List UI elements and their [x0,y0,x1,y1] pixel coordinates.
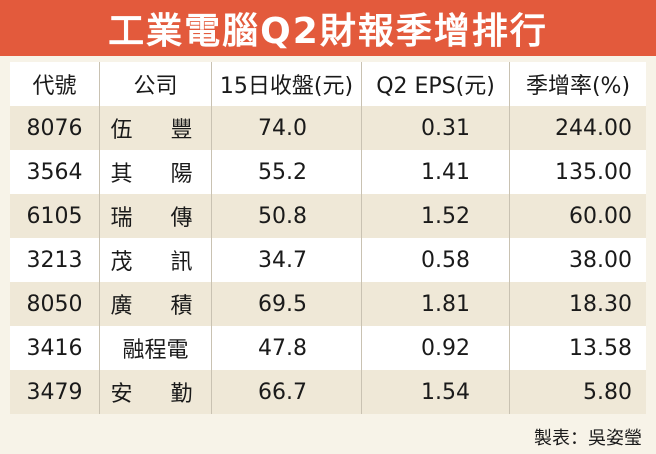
eps-cell: 1.52 [362,194,510,238]
qoq-cell: 244.00 [555,115,632,141]
title-bar: 工業電腦Q2財報季增排行 [0,0,656,56]
header-qoq: 季增率(%) [525,74,631,99]
table-row: 8050 廣 積 69.5 1.81 18.30 [10,282,646,326]
table-row: 8076 伍 豐 74.0 0.31 244.00 [10,106,646,150]
header-eps: Q2 EPS(元) [362,62,510,106]
code-cell: 3416 [10,326,100,370]
qoq-cell: 38.00 [569,247,632,273]
code-cell: 3213 [10,238,100,282]
qoq-cell: 5.80 [583,379,632,405]
qoq-cell: 18.30 [569,291,632,317]
header-close: 15日收盤(元) [212,62,362,106]
close-cell: 74.0 [212,106,362,150]
company-cell: 安 勤 [100,370,212,414]
company-cell: 茂 訊 [100,238,212,282]
close-cell: 55.2 [212,150,362,194]
company-cell: 伍 豐 [100,106,212,150]
eps-cell: 1.41 [362,150,510,194]
header-code: 代號 [10,62,100,106]
table-row: 3479 安 勤 66.7 1.54 5.80 [10,370,646,414]
code-cell: 8076 [10,106,100,150]
eps-cell: 0.31 [362,106,510,150]
close-cell: 66.7 [212,370,362,414]
eps-cell: 0.92 [362,326,510,370]
company-cell: 廣 積 [100,282,212,326]
code-cell: 8050 [10,282,100,326]
chart-title: 工業電腦Q2財報季增排行 [108,11,548,52]
eps-cell: 0.58 [362,238,510,282]
table-body: 8076 伍 豐 74.0 0.31 244.00 3564 其 陽 55.2 1.41 135.… [10,106,646,414]
header-row: 代號 公司 15日收盤(元) Q2 EPS(元) 季增率(%) [10,62,646,106]
table-row: 6105 瑞 傳 50.8 1.52 60.00 [10,194,646,238]
company-cell: 瑞 傳 [100,194,212,238]
close-cell: 50.8 [212,194,362,238]
company-cell: 融程電 [100,326,212,370]
company-cell: 其 陽 [100,150,212,194]
eps-cell: 1.81 [362,282,510,326]
qoq-cell: 13.58 [569,335,632,361]
close-cell: 34.7 [212,238,362,282]
qoq-cell: 135.00 [555,159,632,185]
code-cell: 3479 [10,370,100,414]
close-cell: 69.5 [212,282,362,326]
table-row: 3213 茂 訊 34.7 0.58 38.00 [10,238,646,282]
qoq-cell: 60.00 [569,203,632,229]
table-row: 3564 其 陽 55.2 1.41 135.00 [10,150,646,194]
credit-text: 製表：吳姿瑩 [534,428,642,449]
close-cell: 47.8 [212,326,362,370]
eps-cell: 1.54 [362,370,510,414]
code-cell: 3564 [10,150,100,194]
code-cell: 6105 [10,194,100,238]
table-row: 3416 融程電 47.8 0.92 13.58 [10,326,646,370]
header-company: 公司 [100,62,212,106]
